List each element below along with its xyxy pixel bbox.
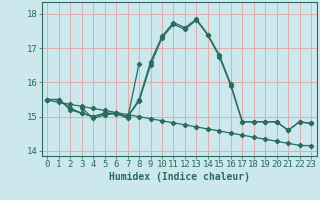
- X-axis label: Humidex (Indice chaleur): Humidex (Indice chaleur): [109, 172, 250, 182]
